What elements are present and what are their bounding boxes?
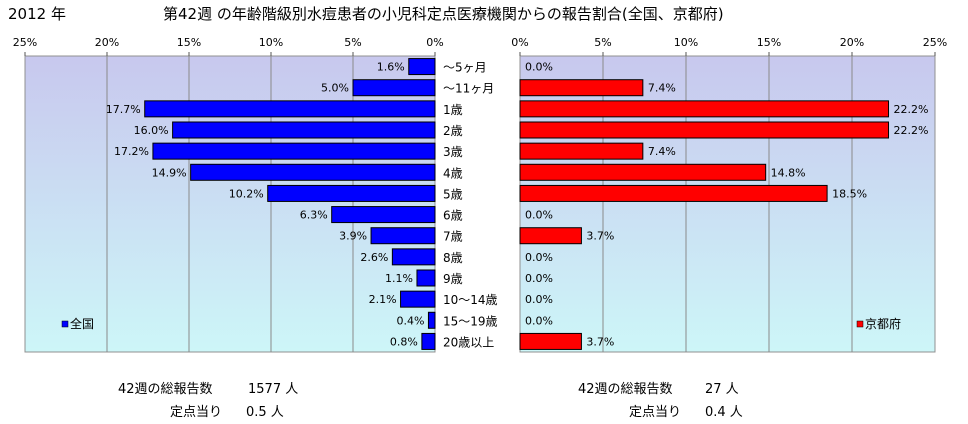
kyoto-bar (519, 227, 582, 245)
national-bar (152, 142, 436, 160)
national-tick-label: 5% (344, 36, 361, 49)
national-per-label: 定点当り (170, 405, 223, 420)
kyoto-bar (519, 332, 582, 350)
national-data-label: 10.2% (229, 187, 264, 200)
chart-year: 2012 年 (8, 5, 66, 23)
kyoto-data-label: 3.7% (586, 230, 614, 243)
national-data-label: 16.0% (134, 124, 169, 137)
national-legend-label: 全国 (70, 316, 94, 331)
national-data-label: 2.1% (369, 293, 397, 306)
kyoto-total-value: 27 人 (705, 382, 739, 397)
national-bar (421, 332, 436, 350)
kyoto-legend-label: 京都府 (865, 316, 901, 331)
age-category-label: ～11ヶ月 (443, 82, 494, 96)
national-data-label: 2.6% (360, 251, 388, 264)
national-data-label: 1.6% (377, 61, 405, 74)
age-category-label: 10～14歳 (443, 293, 498, 307)
age-category-label: 7歳 (443, 230, 463, 244)
national-panel: 0%5%10%15%20%25%1.6%5.0%17.7%16.0%17.2%1… (13, 36, 444, 353)
national-data-label: 0.4% (396, 314, 424, 327)
kyoto-bar (519, 142, 644, 160)
national-data-label: 14.9% (152, 166, 187, 179)
age-category-label: 5歳 (443, 187, 463, 201)
national-per-value: 0.5 人 (246, 405, 284, 420)
age-category-label: 15～19歳 (443, 314, 498, 328)
kyoto-data-label: 14.8% (771, 166, 806, 179)
age-category-label: 4歳 (443, 166, 463, 180)
national-tick-label: 0% (426, 36, 443, 49)
national-bar (144, 100, 436, 118)
age-category-label: 1歳 (443, 103, 463, 117)
kyoto-tick-label: 25% (923, 36, 947, 49)
national-total-value: 1577 人 (248, 382, 299, 397)
kyoto-tick-label: 5% (594, 36, 611, 49)
kyoto-bar (519, 100, 890, 118)
national-legend-swatch (61, 320, 69, 328)
national-bar (352, 79, 436, 97)
national-bar (400, 290, 436, 308)
national-data-label: 3.9% (339, 230, 367, 243)
kyoto-bar (519, 163, 767, 181)
national-bar (190, 163, 436, 181)
national-bar (416, 269, 436, 287)
kyoto-data-label: 7.4% (648, 145, 676, 158)
national-total-label: 42週の総報告数 (118, 382, 213, 397)
kyoto-data-label: 0.0% (525, 293, 553, 306)
kyoto-data-label: 22.2% (894, 124, 929, 137)
kyoto-total-label: 42週の総報告数 (578, 382, 673, 397)
kyoto-data-label: 0.0% (525, 209, 553, 222)
age-category-label: 8歳 (443, 251, 463, 265)
national-bar (267, 184, 436, 202)
kyoto-data-label: 0.0% (525, 61, 553, 74)
kyoto-data-label: 0.0% (525, 272, 553, 285)
national-data-label: 1.1% (385, 272, 413, 285)
kyoto-data-label: 3.7% (586, 335, 614, 348)
national-tick-label: 20% (95, 36, 119, 49)
kyoto-data-label: 0.0% (525, 314, 553, 327)
kyoto-per-label: 定点当り (629, 405, 682, 420)
age-category-labels: ～5ヶ月 ～11ヶ月 1歳 2歳 3歳 4歳 5歳 6歳 7歳 8歳 9歳 10～14歳 15～19歳 2… (443, 61, 498, 350)
chart-title: 第42週 の年齢階級別水痘患者の小児科定点医療機関からの報告割合(全国、京都府) (163, 5, 724, 23)
kyoto-tick-label: 20% (840, 36, 864, 49)
kyoto-data-label: 0.0% (525, 251, 553, 264)
kyoto-per-value: 0.4 人 (705, 405, 743, 420)
kyoto-panel: 0% 5% 10% 15% 20% 25% 0.0% 7.4% 22.2% 22.2% 7.4% 14… (511, 36, 947, 353)
kyoto-bar (519, 79, 644, 97)
national-bar (408, 58, 436, 76)
national-bar (172, 121, 436, 139)
national-bar (331, 206, 436, 224)
kyoto-bar (519, 121, 890, 139)
national-bar (427, 311, 436, 329)
national-bar (391, 248, 436, 266)
kyoto-tick-label: 0% (511, 36, 528, 49)
national-tick-label: 15% (177, 36, 201, 49)
kyoto-data-label: 7.4% (648, 82, 676, 95)
kyoto-bar (519, 184, 828, 202)
age-category-label: 2歳 (443, 124, 463, 138)
kyoto-tick-label: 10% (674, 36, 698, 49)
kyoto-tick-label: 15% (757, 36, 781, 49)
national-data-label: 6.3% (300, 209, 328, 222)
national-tick-label: 25% (13, 36, 37, 49)
age-category-label: 3歳 (443, 145, 463, 159)
national-bar (370, 227, 436, 245)
kyoto-data-label: 18.5% (832, 187, 867, 200)
age-category-label: 9歳 (443, 272, 463, 286)
kyoto-legend-swatch (856, 320, 864, 328)
age-category-label: 6歳 (443, 209, 463, 223)
national-data-label: 0.8% (390, 335, 418, 348)
national-tick-label: 10% (259, 36, 283, 49)
age-category-label: 20歳以上 (443, 335, 494, 349)
national-data-label: 5.0% (321, 82, 349, 95)
kyoto-data-label: 22.2% (894, 103, 929, 116)
national-data-label: 17.7% (106, 103, 141, 116)
national-data-label: 17.2% (114, 145, 149, 158)
age-category-label: ～5ヶ月 (443, 61, 487, 75)
